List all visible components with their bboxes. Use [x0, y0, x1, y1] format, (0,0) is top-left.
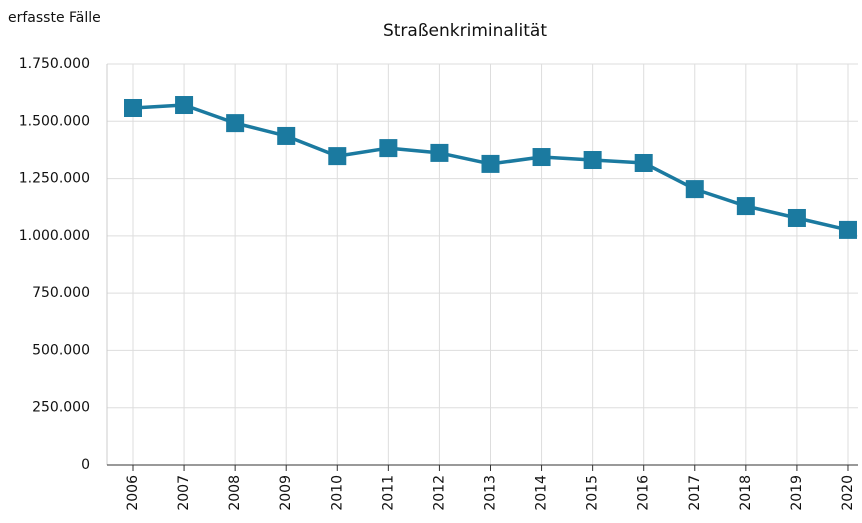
x-tick-label: 2012: [431, 475, 447, 511]
marker: [379, 139, 398, 158]
chart-title: Straßenkriminalität: [383, 21, 547, 41]
y-tick-label: 0: [81, 457, 90, 473]
marker: [838, 220, 857, 239]
x-tick-label: 2006: [125, 475, 141, 511]
marker: [226, 114, 245, 133]
x-tick-label: 2009: [278, 475, 294, 511]
marker: [277, 126, 296, 145]
x-tick-label: 2018: [738, 475, 754, 511]
marker: [124, 98, 142, 117]
x-tick-label: 2010: [329, 475, 345, 511]
y-tick-label: 1.000.000: [19, 228, 90, 244]
y-tick-label: 250.000: [32, 400, 90, 416]
x-tick-label: 2013: [482, 475, 498, 511]
marker: [787, 208, 806, 227]
x-tick-label: 2016: [636, 475, 652, 511]
x-tick-label: 2008: [227, 475, 243, 511]
y-axis-label: erfasste Fälle: [8, 10, 101, 26]
x-tick-label: 2017: [687, 475, 703, 511]
x-tick-label: 2020: [840, 475, 856, 511]
y-tick-label: 500.000: [32, 342, 90, 358]
x-tick-label: 2015: [585, 475, 601, 511]
marker: [736, 197, 755, 216]
marker: [430, 143, 449, 162]
x-tick-label: 2007: [176, 475, 192, 511]
marker: [175, 96, 194, 115]
y-tick-label: 750.000: [32, 285, 90, 301]
marker: [481, 154, 500, 173]
y-tick-label: 1.750.000: [19, 56, 90, 72]
marker: [583, 151, 602, 170]
y-tick-label: 1.250.000: [19, 171, 90, 187]
marker: [685, 180, 704, 199]
x-tick-label: 2014: [534, 475, 550, 511]
x-tick-label: 2011: [380, 475, 396, 511]
marker: [532, 148, 551, 167]
y-tick-label: 1.500.000: [19, 113, 90, 129]
marker: [328, 147, 347, 166]
marker: [634, 153, 653, 172]
x-tick-label: 2019: [789, 475, 805, 511]
